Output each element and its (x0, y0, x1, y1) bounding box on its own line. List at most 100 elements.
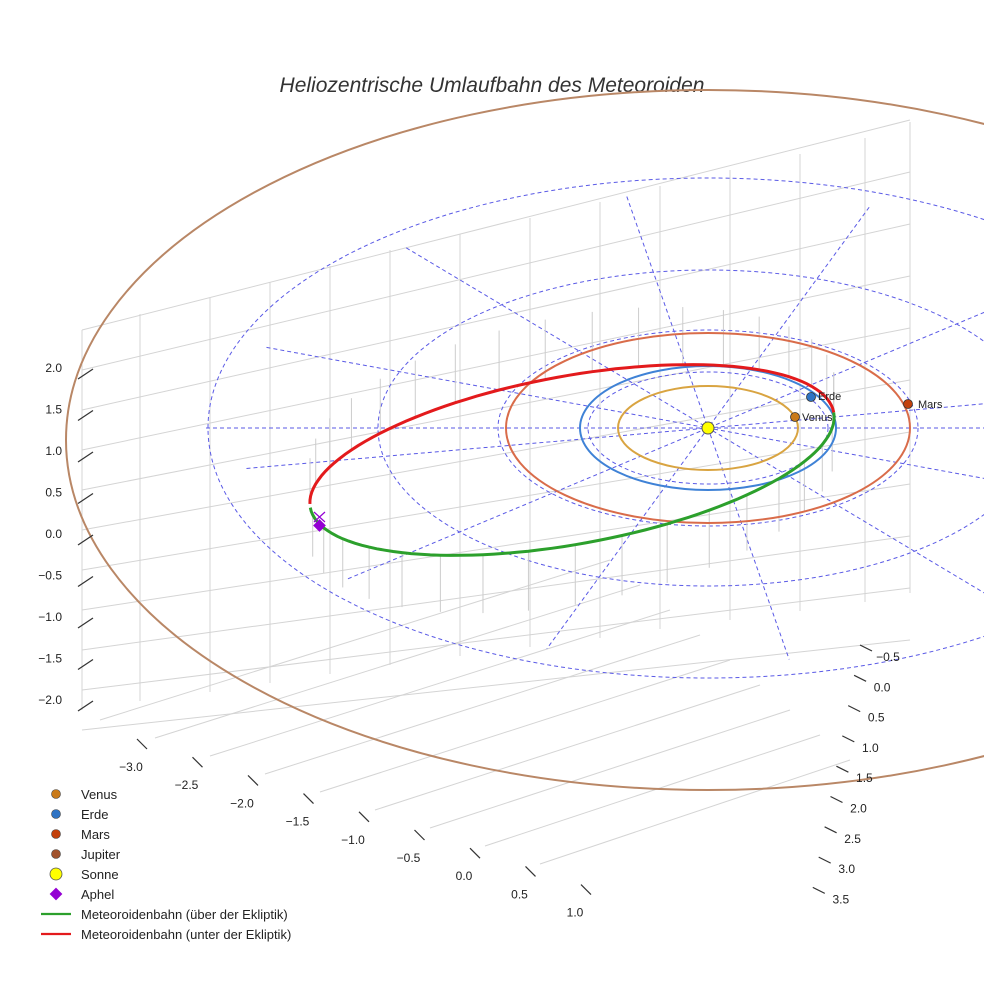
x-tick-label: 0.0 (456, 869, 473, 883)
meteoroid-orbit-above (308, 412, 836, 557)
legend: Venus Erde Mars Jupiter Sonne Aphel Mete… (41, 787, 291, 942)
grid-line (81, 119, 911, 331)
y-tick-label: 3.5 (832, 892, 849, 906)
grid-line (81, 639, 911, 731)
orbit-drop-lines (309, 307, 835, 614)
y-tick-label: 3.0 (838, 862, 855, 876)
ecliptic-grid (206, 177, 984, 679)
x-tick-label: −2.0 (230, 796, 254, 810)
grid-line (81, 275, 911, 451)
y-tick-label: 2.0 (850, 802, 867, 816)
legend-jupiter-label: Jupiter (81, 847, 121, 862)
ecliptic-ring (497, 329, 919, 527)
legend-aphel-label: Aphel (81, 887, 114, 902)
x-tick-label: 1.0 (567, 906, 584, 920)
z-tick-mark (77, 410, 94, 421)
y-tick-mark (842, 735, 855, 743)
legend-jupiter-marker (51, 849, 61, 859)
y-tick-mark (824, 826, 837, 834)
y-tick-label: 2.5 (844, 832, 861, 846)
orbit-jupiter (65, 89, 984, 791)
z-tick-label: 1.0 (45, 444, 62, 458)
axis-grid (81, 119, 911, 865)
z-tick-label: 0.5 (45, 486, 62, 500)
x-tick-mark (303, 793, 314, 805)
z-tick-label: −1.5 (38, 652, 62, 666)
z-tick-label: −1.0 (38, 610, 62, 624)
legend-aphel-marker (49, 887, 63, 901)
legend-erde-marker (51, 809, 61, 819)
legend-orbit-below-label: Meteoroidenbahn (unter der Ekliptik) (81, 927, 291, 942)
axis-ticks: 2.0 1.5 1.0 0.5 0.0 −0.5 −1.0 −1.5 −2.0 −3.0 −2.5 −… (38, 361, 900, 920)
planet-label-erde: Erde (818, 391, 841, 403)
y-tick-mark (859, 644, 873, 652)
z-tick-label: −0.5 (38, 569, 62, 583)
grid-line (484, 734, 821, 847)
grid-line (539, 759, 851, 865)
z-tick-mark (77, 617, 94, 629)
planet-marker-erde (806, 392, 816, 402)
x-tick-mark (580, 884, 592, 896)
grid-line (374, 684, 761, 811)
meteoroid-orbit-below (308, 363, 836, 504)
grid-line (81, 379, 911, 531)
x-tick-mark (136, 738, 148, 750)
planet-label-venus: Venus (802, 412, 833, 424)
grid-line (99, 559, 611, 721)
ecliptic-ring (377, 269, 984, 587)
grid-line (209, 609, 671, 757)
y-tick-label: −0.5 (876, 650, 900, 664)
y-tick-mark (830, 795, 843, 804)
y-tick-label: 1.5 (856, 771, 873, 785)
x-tick-label: 0.5 (511, 887, 528, 901)
legend-mars-label: Mars (81, 827, 110, 842)
z-tick-mark (77, 700, 94, 712)
planet-marker-mars (903, 399, 913, 409)
grid-line (154, 584, 641, 739)
sun-marker (701, 421, 715, 435)
meteoroid-orbit (308, 363, 836, 557)
y-tick-mark (836, 765, 849, 773)
y-tick-label: 0.5 (868, 711, 885, 725)
grid-line (429, 709, 791, 829)
legend-sonne-label: Sonne (81, 867, 119, 882)
z-tick-mark (77, 451, 94, 463)
legend-mars-marker (51, 829, 61, 839)
x-tick-mark (469, 847, 481, 859)
x-tick-label: −3.0 (119, 760, 143, 774)
z-tick-label: 0.0 (45, 527, 62, 541)
grid-line (81, 431, 911, 571)
x-tick-mark (414, 829, 425, 841)
legend-venus-marker (51, 789, 61, 799)
planet-marker-venus (790, 412, 800, 422)
ecliptic-ring (207, 177, 984, 679)
z-tick-label: 1.5 (45, 403, 62, 417)
legend-venus-label: Venus (81, 787, 118, 802)
z-tick-mark (77, 534, 94, 546)
y-tick-label: 1.0 (862, 741, 879, 755)
y-tick-mark (847, 705, 861, 713)
y-tick-mark (812, 886, 826, 894)
x-tick-mark (247, 774, 259, 786)
legend-orbit-above-label: Meteoroidenbahn (über der Ekliptik) (81, 907, 288, 922)
grid-line (81, 223, 911, 411)
x-tick-mark (358, 811, 370, 823)
z-tick-label: 2.0 (45, 361, 62, 375)
z-tick-label: −2.0 (38, 693, 62, 707)
orbit-mars (505, 332, 911, 524)
orbit-venus (617, 385, 799, 471)
y-tick-label: 0.0 (874, 680, 891, 694)
z-tick-mark (77, 576, 94, 587)
z-tick-mark (77, 368, 94, 380)
y-tick-mark (853, 674, 867, 682)
x-tick-mark (525, 865, 536, 877)
x-tick-label: −1.0 (341, 833, 365, 847)
grid-line (319, 659, 731, 793)
z-tick-mark (77, 493, 94, 504)
z-tick-mark (77, 659, 94, 670)
grid-line (81, 587, 911, 691)
x-tick-label: −1.5 (286, 815, 310, 829)
y-tick-mark (818, 856, 831, 864)
chart-title: Heliozentrische Umlaufbahn des Meteoroid… (279, 74, 705, 97)
planet-label-mars: Mars (918, 399, 943, 411)
